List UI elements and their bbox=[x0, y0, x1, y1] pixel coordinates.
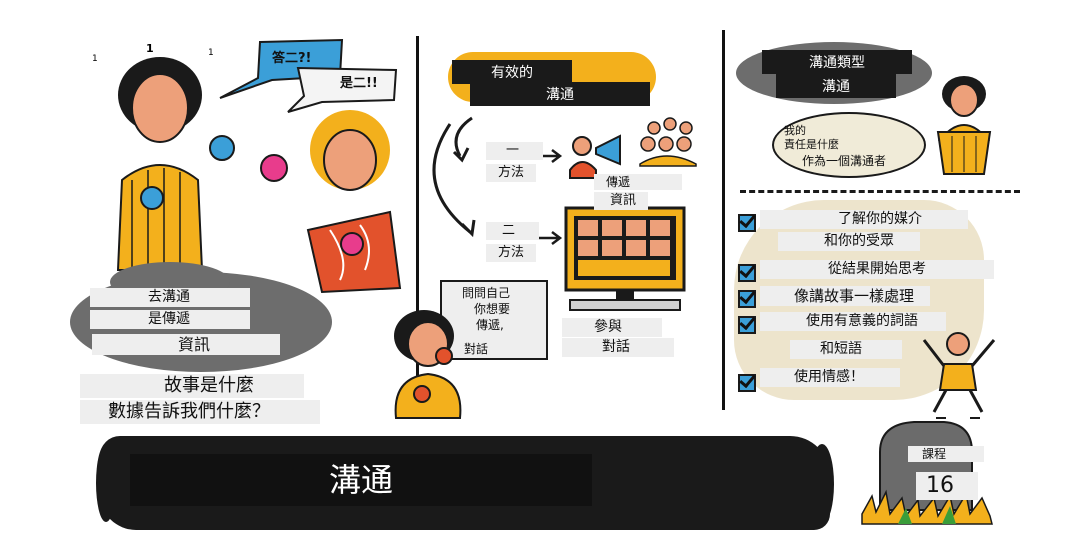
person-speaker-icon bbox=[116, 57, 235, 271]
ask-yourself-line-2: 你想要 bbox=[474, 302, 511, 316]
participate-line-2: 對話 bbox=[562, 338, 674, 357]
thought-line-3: 作為一個溝通者 bbox=[802, 154, 887, 168]
checklist-item-6: 和短語 bbox=[790, 340, 902, 359]
podium-speaker-icon bbox=[936, 76, 992, 175]
checklist-item-2: 和你的受眾 bbox=[778, 232, 920, 251]
cloud-line-1: 去溝通 bbox=[90, 288, 250, 307]
thought-line-2: 責任是什麼 bbox=[784, 138, 839, 151]
audience-crowd-icon bbox=[639, 117, 697, 167]
middle-illustration bbox=[432, 116, 697, 311]
lesson-number: 16 bbox=[916, 472, 978, 501]
ask-yourself-line-4: 對話 bbox=[464, 342, 489, 356]
video-call-monitor-icon bbox=[564, 206, 686, 311]
thought-cloud bbox=[772, 112, 926, 178]
divider-right bbox=[722, 30, 725, 410]
top-mark: 1 bbox=[208, 48, 214, 58]
divider-left bbox=[416, 36, 419, 416]
checkbox-1 bbox=[738, 214, 756, 232]
caption-line-2: 數據告訴我們什麼？ bbox=[80, 400, 320, 424]
method-1-label: 方法 bbox=[486, 164, 537, 182]
cloud-line-3: 資訊 bbox=[92, 334, 281, 356]
checklist-item-7: 使用情感！ bbox=[760, 368, 900, 387]
effective-title-line-2: 溝通 bbox=[470, 82, 650, 106]
checklist-item-4: 像講故事一樣處理 bbox=[760, 286, 931, 306]
caption-line-1: 故事是什麼 bbox=[80, 374, 304, 398]
lesson-label: 課程 bbox=[908, 446, 985, 463]
method-2-label: 方法 bbox=[486, 244, 537, 262]
speech-bubble-text: 答二?! bbox=[272, 51, 312, 66]
top-mark: 1 bbox=[92, 54, 98, 64]
transmit-info-line-2: 資訊 bbox=[594, 192, 649, 210]
ask-yourself-line-1: 問問自己 bbox=[462, 286, 511, 300]
person-listener-icon bbox=[260, 110, 402, 294]
ask-yourself-line-3: 傳遞, bbox=[476, 318, 504, 332]
cloud-line-2: 是傳遞 bbox=[90, 310, 250, 329]
jumping-person-icon bbox=[922, 332, 996, 419]
checkbox-5 bbox=[738, 374, 756, 392]
speech-bubble-icon bbox=[219, 38, 398, 113]
checklist-item-3: 從結果開始思考 bbox=[760, 260, 994, 279]
banner-title: 溝通 bbox=[130, 454, 592, 506]
checkbox-3 bbox=[738, 290, 756, 308]
method-1-number: 一 bbox=[486, 142, 544, 160]
method-2-number: 二 bbox=[486, 222, 540, 240]
types-title-line-1: 溝通類型 bbox=[762, 50, 912, 74]
types-title-line-2: 溝通 bbox=[776, 74, 896, 98]
megaphone-speaker-icon bbox=[569, 134, 621, 179]
effective-title-line-1: 有效的 bbox=[452, 60, 572, 84]
thought-line-1: 我的 bbox=[784, 124, 806, 137]
transmit-info-line-1: 傳遞 bbox=[594, 174, 683, 191]
checkbox-2 bbox=[738, 264, 756, 282]
thinking-person-icon bbox=[394, 310, 462, 419]
speech-bubble-text: 是二!! bbox=[340, 76, 378, 91]
participate-line-1: 參與 bbox=[562, 318, 662, 337]
checklist-item-1: 了解你的媒介 bbox=[760, 210, 968, 229]
lesson-stone-icon bbox=[861, 421, 993, 525]
left-illustration bbox=[116, 38, 402, 294]
dashed-divider bbox=[740, 190, 1020, 193]
ask-yourself-box bbox=[440, 280, 548, 360]
top-mark: 1 bbox=[146, 42, 154, 55]
checkbox-4 bbox=[738, 316, 756, 334]
checklist-item-5: 使用有意義的詞語 bbox=[760, 312, 946, 331]
